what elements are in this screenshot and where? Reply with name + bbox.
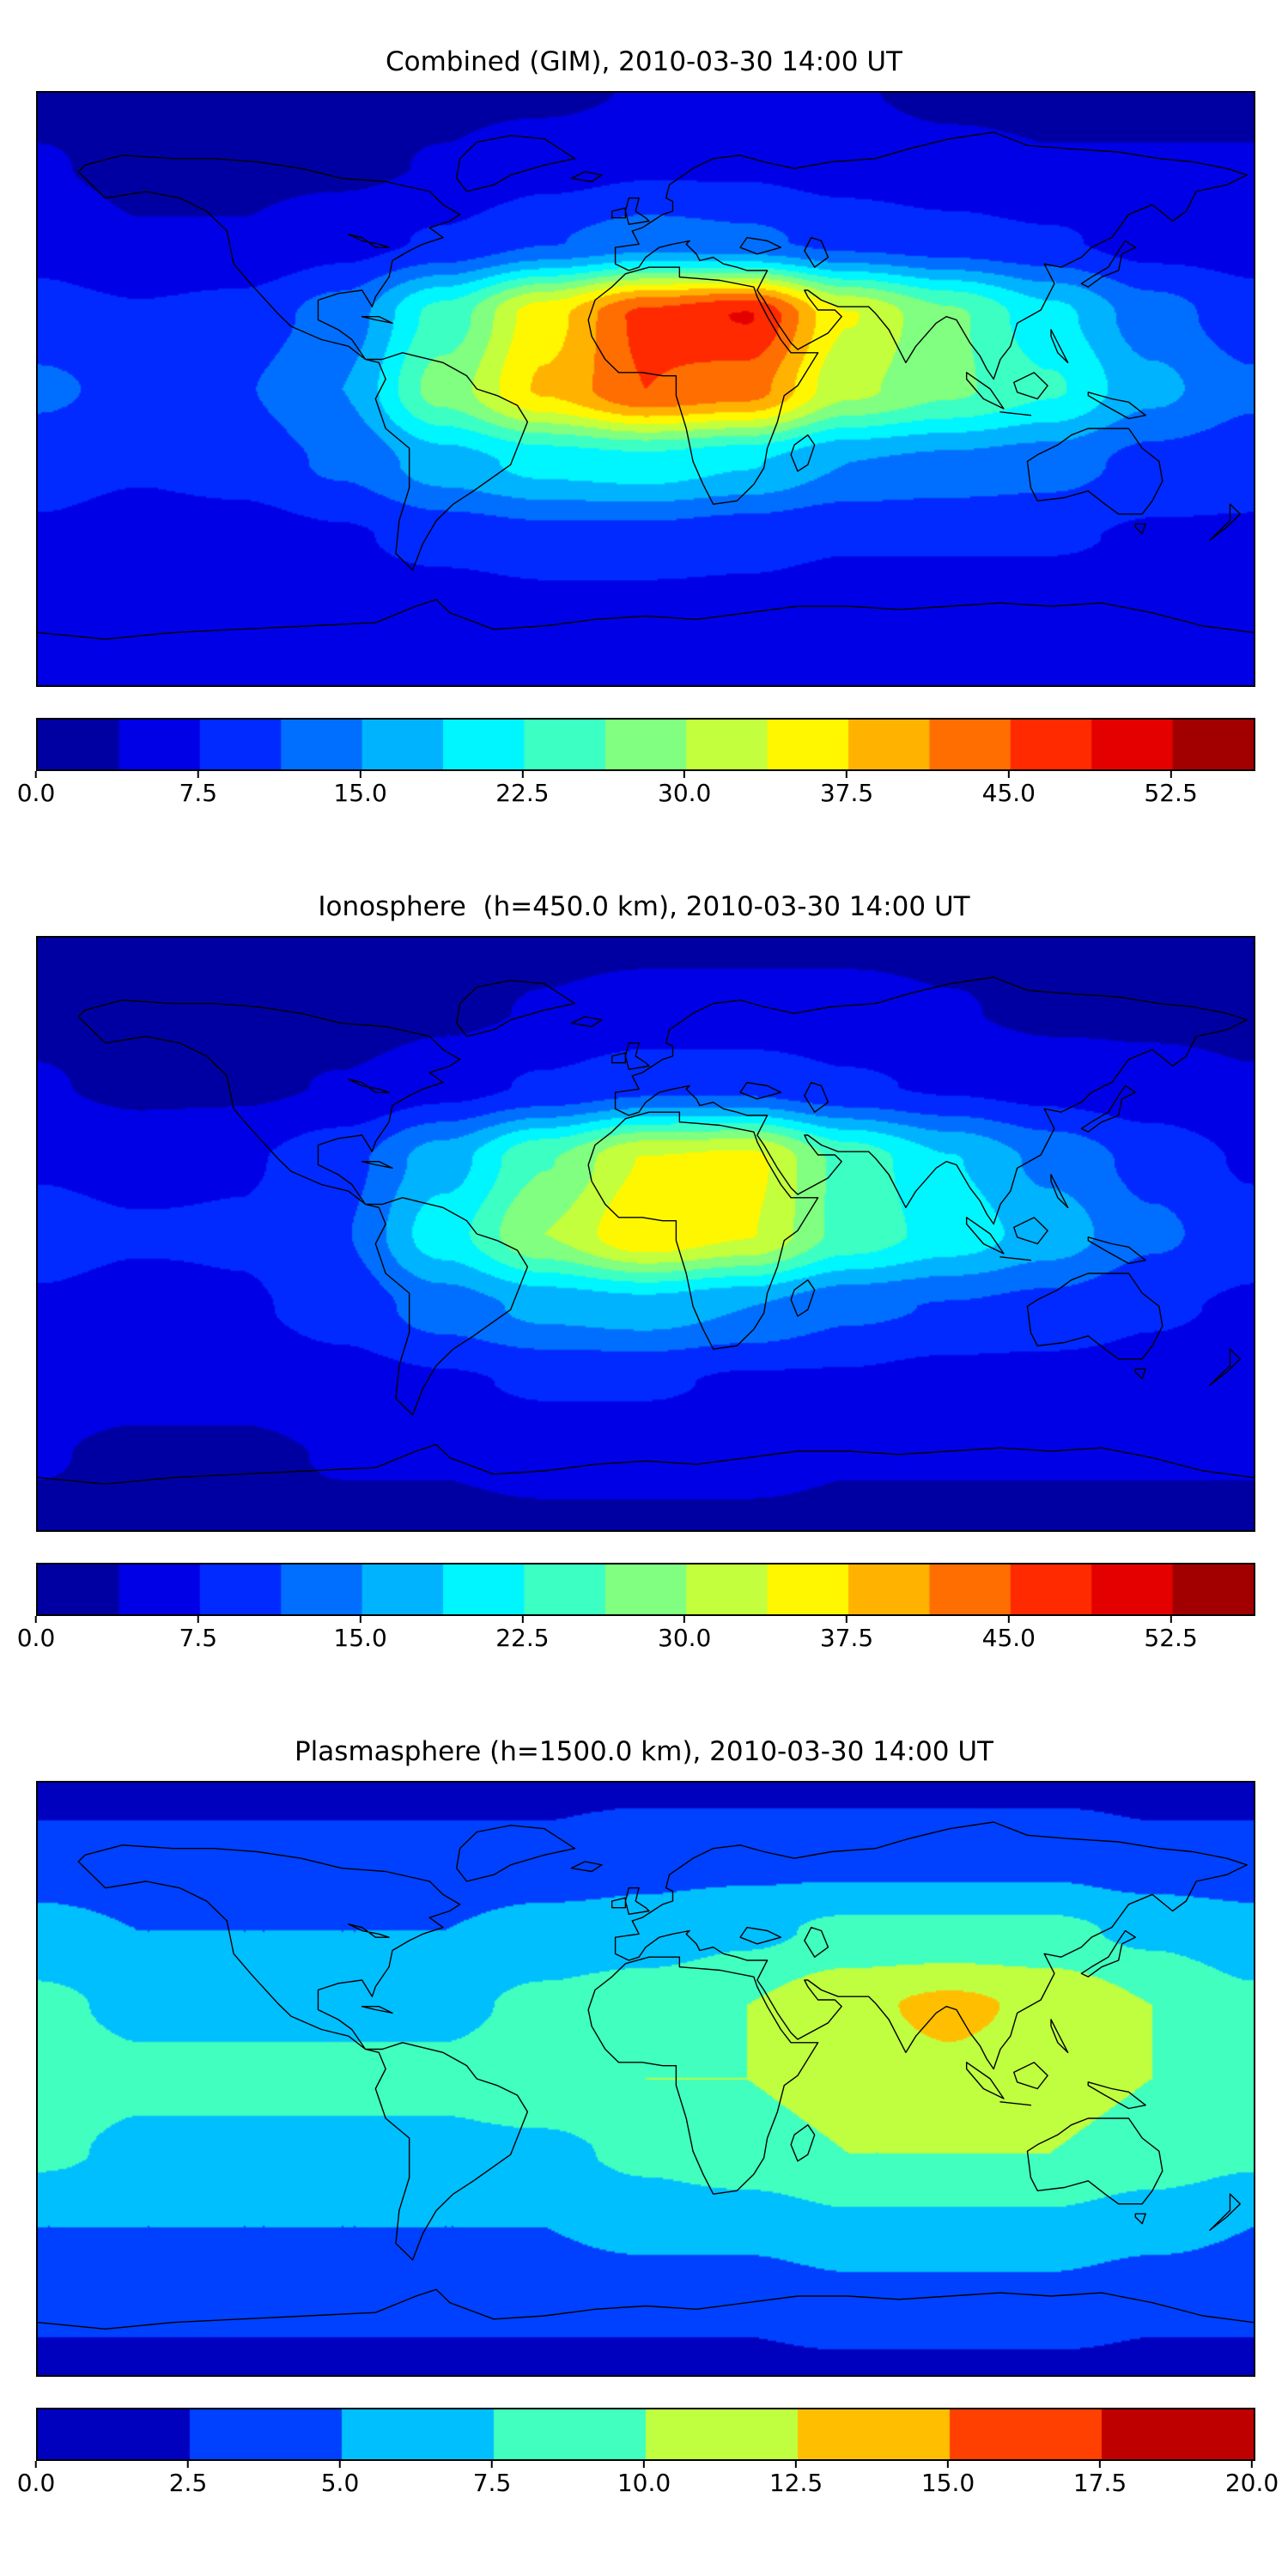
colorbar-tick-label: 0.0 (16, 2469, 56, 2497)
colorbar-tick-label: 12.5 (769, 2469, 823, 2497)
colorbar-tick: 0.0 (16, 2461, 56, 2497)
colorbar-tick-mark (683, 771, 686, 778)
colorbar-tick: 45.0 (982, 1616, 1036, 1652)
colorbar-tick-label: 0.0 (16, 779, 56, 807)
colorbar-tick-row: 0.0 7.5 15.0 22.5 30.0 37.5 45.0 52.5 (17, 1616, 1252, 1657)
colorbar-tick: 22.5 (495, 1616, 550, 1652)
colorbar-tick: 37.5 (820, 771, 873, 807)
colorbar-tick: 37.5 (820, 1616, 873, 1652)
colorbar-tick-mark (339, 2461, 341, 2468)
colorbar-tick-label: 37.5 (819, 779, 874, 807)
colorbar-tick-mark (1007, 771, 1010, 778)
colorbar-tick-label: 15.0 (333, 1624, 387, 1652)
colorbar-tick: 7.5 (179, 771, 218, 807)
colorbar-tick-label: 15.0 (920, 2469, 975, 2497)
coastlines-overlay (38, 93, 1254, 685)
colorbar-tick-label: 2.5 (168, 2469, 208, 2497)
colorbar-tick: 0.0 (16, 771, 56, 807)
colorbar-tick-mark (491, 2461, 493, 2468)
colorbar-tick-label: 17.5 (1072, 2469, 1127, 2497)
colorbar-tick-mark (683, 1616, 686, 1623)
colorbar-tick-mark (846, 771, 848, 778)
colorbar-tick-label: 45.0 (981, 779, 1036, 807)
colorbar-tick-label: 7.5 (179, 779, 218, 807)
colorbar-tick: 10.0 (617, 2461, 671, 2497)
colorbar-tick: 17.5 (1073, 2461, 1127, 2497)
colorbar-tick-mark (947, 2461, 949, 2468)
colorbar-tick-label: 30.0 (658, 779, 712, 807)
colorbar-tick-mark (359, 771, 361, 778)
colorbar-tick: 30.0 (658, 1616, 711, 1652)
panel-plasmasphere: Plasmasphere (h=1500.0 km), 2010-03-30 1… (17, 1736, 1279, 2502)
colorbar-tick: 12.5 (769, 2461, 823, 2497)
colorbar-tick-mark (35, 1616, 37, 1623)
colorbar-tick-label: 37.5 (819, 1624, 874, 1652)
colorbar-tick-mark (795, 2461, 797, 2468)
colorbar-tick-label: 0.0 (16, 1624, 56, 1652)
colorbar-tick: 15.0 (333, 771, 387, 807)
panel-title-ionosphere: Ionosphere (h=450.0 km), 2010-03-30 14:0… (318, 891, 970, 922)
colorbar-tick-label: 45.0 (981, 1624, 1036, 1652)
tec-map-canvas (38, 93, 1254, 685)
panel-title-plasmasphere: Plasmasphere (h=1500.0 km), 2010-03-30 1… (294, 1736, 993, 1767)
tec-map-canvas (38, 1783, 1254, 2375)
tec-map-plasmasphere (36, 1781, 1255, 2377)
colorbar-tick-mark (35, 771, 37, 778)
colorbar-tick-mark (1170, 1616, 1172, 1623)
colorbar-tick-mark (846, 1616, 848, 1623)
colorbar-tick: 30.0 (658, 771, 711, 807)
colorbar-gradient (38, 1564, 1254, 1614)
colorbar-plasmasphere (36, 2408, 1255, 2461)
tec-map-combined (36, 91, 1255, 687)
tec-map-ionosphere (36, 936, 1255, 1532)
colorbar-tick-mark (35, 2461, 37, 2468)
colorbar-tick: 22.5 (495, 771, 550, 807)
colorbar-combined (36, 718, 1255, 771)
colorbar-tick-mark (1099, 2461, 1101, 2468)
colorbar-tick-label: 7.5 (179, 1624, 218, 1652)
colorbar-tick-label: 7.5 (472, 2469, 512, 2497)
colorbar-tick-mark (521, 1616, 524, 1623)
colorbar-tick: 7.5 (472, 2461, 512, 2497)
colorbar-tick: 45.0 (982, 771, 1036, 807)
colorbar-tick-label: 22.5 (495, 779, 550, 807)
colorbar-tick: 52.5 (1144, 1616, 1198, 1652)
colorbar-tick-mark (359, 1616, 361, 1623)
colorbar-tick-label: 10.0 (617, 2469, 671, 2497)
colorbar-ionosphere (36, 1563, 1255, 1616)
coastlines-overlay (38, 938, 1254, 1530)
colorbar-tick: 52.5 (1144, 771, 1198, 807)
colorbar-tick-label: 52.5 (1144, 779, 1198, 807)
colorbar-tick-label: 15.0 (333, 779, 387, 807)
colorbar-tick-label: 20.0 (1224, 2469, 1279, 2497)
colorbar-tick: 7.5 (179, 1616, 218, 1652)
colorbar-tick: 15.0 (921, 2461, 975, 2497)
colorbar-tick-mark (1251, 2461, 1253, 2468)
colorbar-tick-label: 5.0 (320, 2469, 360, 2497)
colorbar-tick-mark (643, 2461, 645, 2468)
panel-title-combined: Combined (GIM), 2010-03-30 14:00 UT (386, 46, 902, 77)
colorbar-tick-label: 52.5 (1144, 1624, 1198, 1652)
colorbar-tick-mark (1007, 1616, 1010, 1623)
colorbar-tick-label: 30.0 (658, 1624, 712, 1652)
colorbar-tick-mark (1170, 771, 1172, 778)
colorbar-tick-mark (197, 1616, 199, 1623)
colorbar-tick-mark (197, 771, 199, 778)
colorbar-tick-row: 0.0 2.5 5.0 7.5 10.0 12.5 15.0 17.5 20.0 (17, 2461, 1279, 2502)
colorbar-gradient (38, 720, 1254, 769)
colorbar-tick: 5.0 (320, 2461, 360, 2497)
colorbar-tick: 20.0 (1225, 2461, 1279, 2497)
tec-map-canvas (38, 938, 1254, 1530)
coastlines-overlay (38, 1783, 1254, 2375)
colorbar-tick: 0.0 (16, 1616, 56, 1652)
colorbar-tick: 2.5 (168, 2461, 208, 2497)
colorbar-tick: 15.0 (333, 1616, 387, 1652)
panel-combined-gim: Combined (GIM), 2010-03-30 14:00 UT 0.0 7… (17, 46, 1255, 812)
panel-ionosphere: Ionosphere (h=450.0 km), 2010-03-30 14:0… (17, 891, 1255, 1657)
colorbar-tick-mark (521, 771, 524, 778)
colorbar-tick-mark (187, 2461, 189, 2468)
colorbar-tick-label: 22.5 (495, 1624, 550, 1652)
colorbar-tick-row: 0.0 7.5 15.0 22.5 30.0 37.5 45.0 52.5 (17, 771, 1252, 812)
colorbar-gradient (38, 2409, 1254, 2459)
